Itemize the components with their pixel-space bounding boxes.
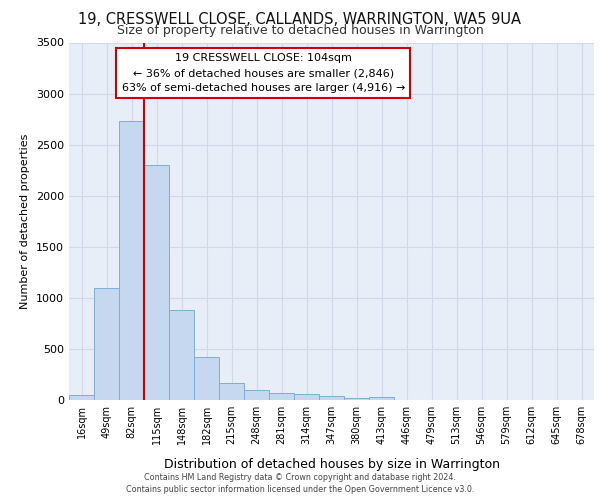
Bar: [194, 357, 219, 400]
Bar: [94, 288, 119, 400]
Bar: [344, 398, 369, 400]
Bar: [319, 396, 344, 400]
Text: 19 CRESSWELL CLOSE: 104sqm
← 36% of detached houses are smaller (2,846)
63% of s: 19 CRESSWELL CLOSE: 104sqm ← 36% of deta…: [122, 53, 405, 93]
Bar: [69, 395, 94, 400]
Bar: [169, 310, 194, 400]
Text: Contains HM Land Registry data © Crown copyright and database right 2024.
Contai: Contains HM Land Registry data © Crown c…: [126, 472, 474, 494]
Bar: [219, 382, 244, 400]
Bar: [294, 394, 319, 400]
Text: 19, CRESSWELL CLOSE, CALLANDS, WARRINGTON, WA5 9UA: 19, CRESSWELL CLOSE, CALLANDS, WARRINGTO…: [79, 12, 521, 28]
X-axis label: Distribution of detached houses by size in Warrington: Distribution of detached houses by size …: [163, 458, 499, 471]
Text: Size of property relative to detached houses in Warrington: Size of property relative to detached ho…: [116, 24, 484, 37]
Bar: [144, 165, 169, 400]
Bar: [369, 398, 394, 400]
Bar: [244, 390, 269, 400]
Bar: [269, 394, 294, 400]
Bar: [119, 121, 144, 400]
Y-axis label: Number of detached properties: Number of detached properties: [20, 134, 31, 309]
